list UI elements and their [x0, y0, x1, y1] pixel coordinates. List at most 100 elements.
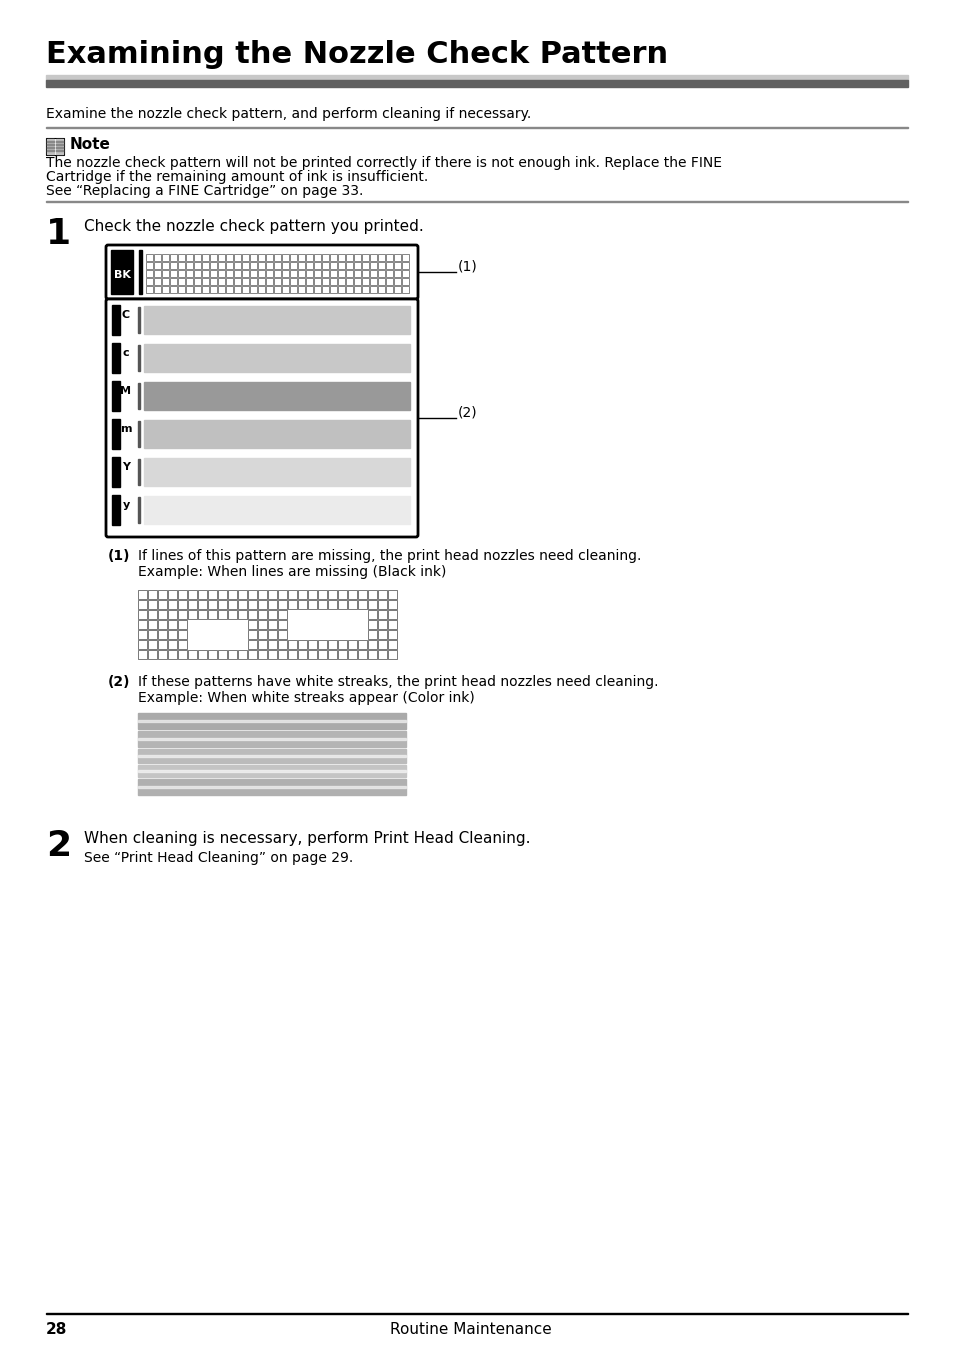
- Text: Cartridge if the remaining amount of ink is insufficient.: Cartridge if the remaining amount of ink…: [46, 170, 428, 184]
- Bar: [178, 287, 185, 293]
- Bar: [233, 279, 241, 285]
- Bar: [266, 254, 273, 261]
- Bar: [306, 262, 313, 269]
- Bar: [377, 589, 387, 599]
- Text: c: c: [123, 347, 130, 358]
- Bar: [148, 610, 157, 619]
- Bar: [138, 458, 140, 485]
- Bar: [322, 287, 329, 293]
- Text: (1): (1): [457, 260, 477, 273]
- Bar: [158, 610, 167, 619]
- Bar: [288, 600, 296, 608]
- Bar: [282, 287, 289, 293]
- Text: y: y: [122, 500, 130, 510]
- Bar: [168, 630, 177, 639]
- Bar: [308, 650, 316, 658]
- Text: Examining the Nozzle Check Pattern: Examining the Nozzle Check Pattern: [46, 41, 667, 69]
- Bar: [377, 262, 385, 269]
- Bar: [146, 254, 152, 261]
- Bar: [314, 287, 320, 293]
- Bar: [274, 287, 281, 293]
- Bar: [210, 287, 216, 293]
- Bar: [394, 254, 400, 261]
- Text: When cleaning is necessary, perform Print Head Cleaning.: When cleaning is necessary, perform Prin…: [84, 831, 530, 846]
- Bar: [394, 262, 400, 269]
- Bar: [186, 279, 193, 285]
- Bar: [138, 621, 147, 629]
- Bar: [146, 287, 152, 293]
- Bar: [237, 589, 247, 599]
- Bar: [178, 650, 187, 658]
- Bar: [314, 262, 320, 269]
- Bar: [170, 270, 177, 277]
- Bar: [138, 610, 147, 619]
- Bar: [266, 270, 273, 277]
- Bar: [268, 650, 276, 658]
- Bar: [346, 287, 353, 293]
- Bar: [198, 610, 207, 619]
- Bar: [268, 621, 276, 629]
- Bar: [322, 254, 329, 261]
- Text: See “Print Head Cleaning” on page 29.: See “Print Head Cleaning” on page 29.: [84, 850, 353, 865]
- Bar: [226, 279, 233, 285]
- Bar: [233, 262, 241, 269]
- Bar: [138, 749, 406, 763]
- Bar: [277, 650, 287, 658]
- Bar: [170, 279, 177, 285]
- Bar: [193, 279, 201, 285]
- Bar: [394, 287, 400, 293]
- Bar: [168, 650, 177, 658]
- Bar: [306, 279, 313, 285]
- Text: If these patterns have white streaks, the print head nozzles need cleaning.: If these patterns have white streaks, th…: [138, 675, 658, 690]
- Bar: [266, 279, 273, 285]
- Bar: [282, 279, 289, 285]
- Text: Y: Y: [122, 462, 130, 472]
- Bar: [277, 639, 287, 649]
- Bar: [268, 589, 276, 599]
- Bar: [330, 262, 336, 269]
- Text: BK: BK: [113, 270, 131, 280]
- Bar: [314, 270, 320, 277]
- Bar: [317, 589, 327, 599]
- Bar: [388, 600, 396, 608]
- Bar: [46, 138, 64, 155]
- Bar: [218, 262, 225, 269]
- Bar: [277, 600, 287, 608]
- Bar: [357, 589, 367, 599]
- Bar: [218, 270, 225, 277]
- Bar: [218, 600, 227, 608]
- Bar: [138, 738, 406, 740]
- Bar: [277, 589, 287, 599]
- Bar: [242, 279, 249, 285]
- Bar: [401, 279, 409, 285]
- Bar: [257, 650, 267, 658]
- Bar: [290, 287, 296, 293]
- Bar: [138, 420, 140, 448]
- Bar: [277, 621, 287, 629]
- Bar: [306, 287, 313, 293]
- Bar: [250, 270, 256, 277]
- Bar: [158, 589, 167, 599]
- Bar: [257, 287, 265, 293]
- Bar: [242, 262, 249, 269]
- Bar: [257, 589, 267, 599]
- Bar: [308, 589, 316, 599]
- Bar: [368, 600, 376, 608]
- Bar: [138, 754, 406, 757]
- Bar: [401, 270, 409, 277]
- Bar: [368, 610, 376, 619]
- Text: (2): (2): [457, 406, 477, 419]
- Bar: [337, 639, 347, 649]
- Text: If lines of this pattern are missing, the print head nozzles need cleaning.: If lines of this pattern are missing, th…: [138, 549, 640, 562]
- Bar: [257, 621, 267, 629]
- Bar: [226, 270, 233, 277]
- Bar: [144, 458, 410, 485]
- Bar: [377, 639, 387, 649]
- Bar: [370, 254, 376, 261]
- Bar: [138, 345, 140, 370]
- Bar: [317, 600, 327, 608]
- Bar: [139, 250, 142, 293]
- Bar: [346, 270, 353, 277]
- Bar: [158, 639, 167, 649]
- Bar: [337, 262, 345, 269]
